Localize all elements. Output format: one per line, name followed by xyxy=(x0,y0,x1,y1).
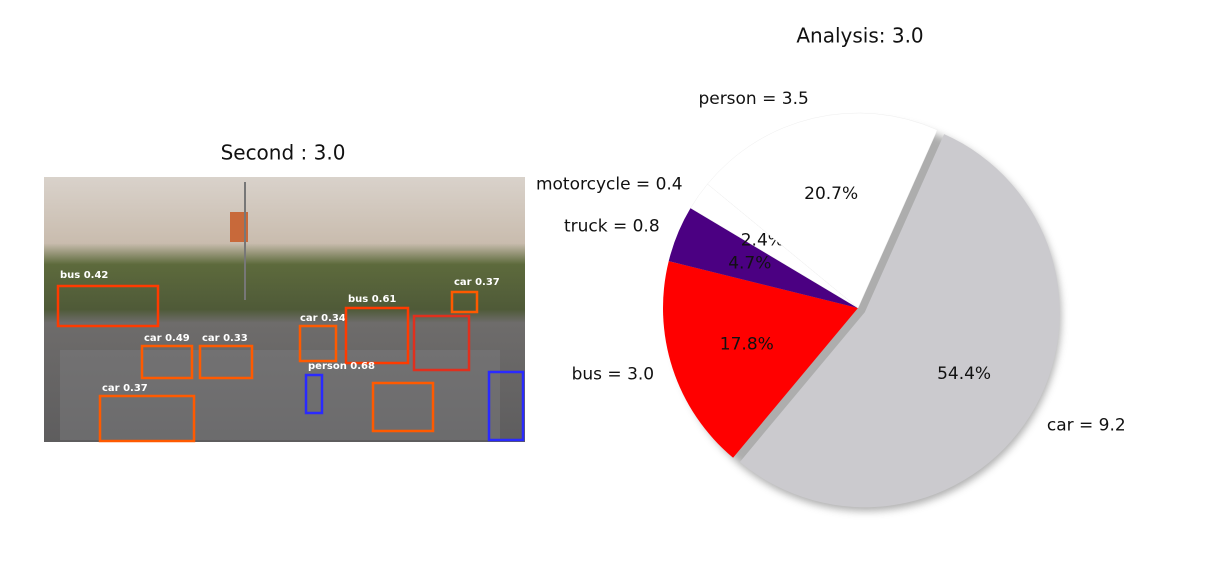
image-title: Second : 3.0 xyxy=(221,141,346,165)
detection: car 0.34 xyxy=(298,313,346,363)
detection: car 0.49 xyxy=(140,333,194,380)
detection: person 0.68 xyxy=(304,361,375,415)
detection: car 0.37 xyxy=(450,277,500,314)
detection: car 0.37 xyxy=(98,383,196,443)
pct-label: 54.4% xyxy=(937,364,991,384)
detection-label: bus 0.42 xyxy=(60,270,108,281)
detections: bus 0.42 car 0.49 car 0.33 car 0.37 car … xyxy=(56,270,525,443)
chart-title: Analysis: 3.0 xyxy=(796,24,923,48)
detection-label: bus 0.61 xyxy=(348,294,396,305)
pie-slice xyxy=(668,208,858,308)
detection-label: car 0.34 xyxy=(300,313,346,324)
slice-label: truck = 0.8 xyxy=(564,216,660,236)
detection-label: person 0.68 xyxy=(308,361,375,372)
detection: bus 0.61 xyxy=(344,294,410,365)
slice-label: motorcycle = 0.4 xyxy=(536,174,683,194)
pct-label: 17.8% xyxy=(720,334,774,354)
pie-slice xyxy=(662,261,858,458)
slice-label: car = 9.2 xyxy=(1047,416,1126,436)
pie-slice xyxy=(707,112,938,309)
pie-slice xyxy=(739,134,1060,508)
detection-label: car 0.37 xyxy=(102,383,148,394)
slice-label: bus = 3.0 xyxy=(572,365,655,385)
pct-label: 20.7% xyxy=(804,184,858,204)
detection-label: car 0.33 xyxy=(202,333,248,344)
detection: bus 0.42 xyxy=(56,270,160,328)
detection: car 0.33 xyxy=(198,333,254,380)
pct-label: 4.7% xyxy=(728,253,771,273)
detection-label: car 0.37 xyxy=(454,277,500,288)
detection-label: car 0.49 xyxy=(144,333,190,344)
slice-label: person = 3.5 xyxy=(698,89,808,109)
pie: car = 9.2 54.4% bus = 3.0 17.8% truck = 0.8 4… xyxy=(536,89,1126,511)
